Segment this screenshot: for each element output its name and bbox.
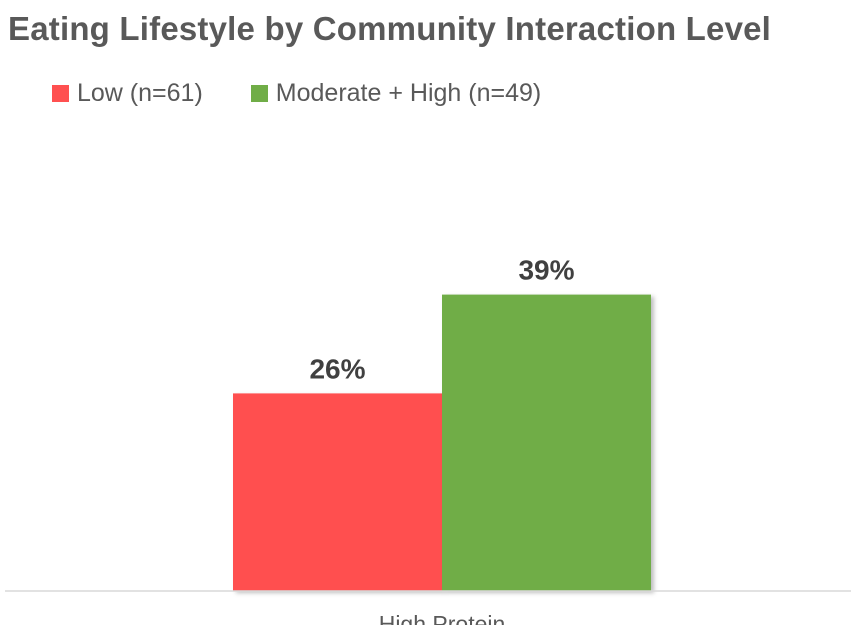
bar-0-0 <box>233 393 442 591</box>
legend-item-low: Low (n=61) <box>52 79 203 108</box>
legend-item-moderate-high: Moderate + High (n=49) <box>250 78 542 108</box>
category-label-0: High Protein <box>379 611 506 625</box>
legend-label-low: Low (n=61) <box>77 78 203 107</box>
bar-1-0 <box>442 294 651 591</box>
chart-title: Eating Lifestyle by Community Interactio… <box>8 10 772 47</box>
legend-swatch-low <box>52 84 69 102</box>
data-label-1-0: 39% <box>518 255 574 286</box>
data-label-0-0: 26% <box>309 353 365 384</box>
legend-swatch-moderate-high <box>250 84 268 102</box>
legend: Low (n=61) Moderate + High (n=49) <box>52 77 589 109</box>
legend-label-moderate-high: Moderate + High (n=49) <box>275 78 542 107</box>
